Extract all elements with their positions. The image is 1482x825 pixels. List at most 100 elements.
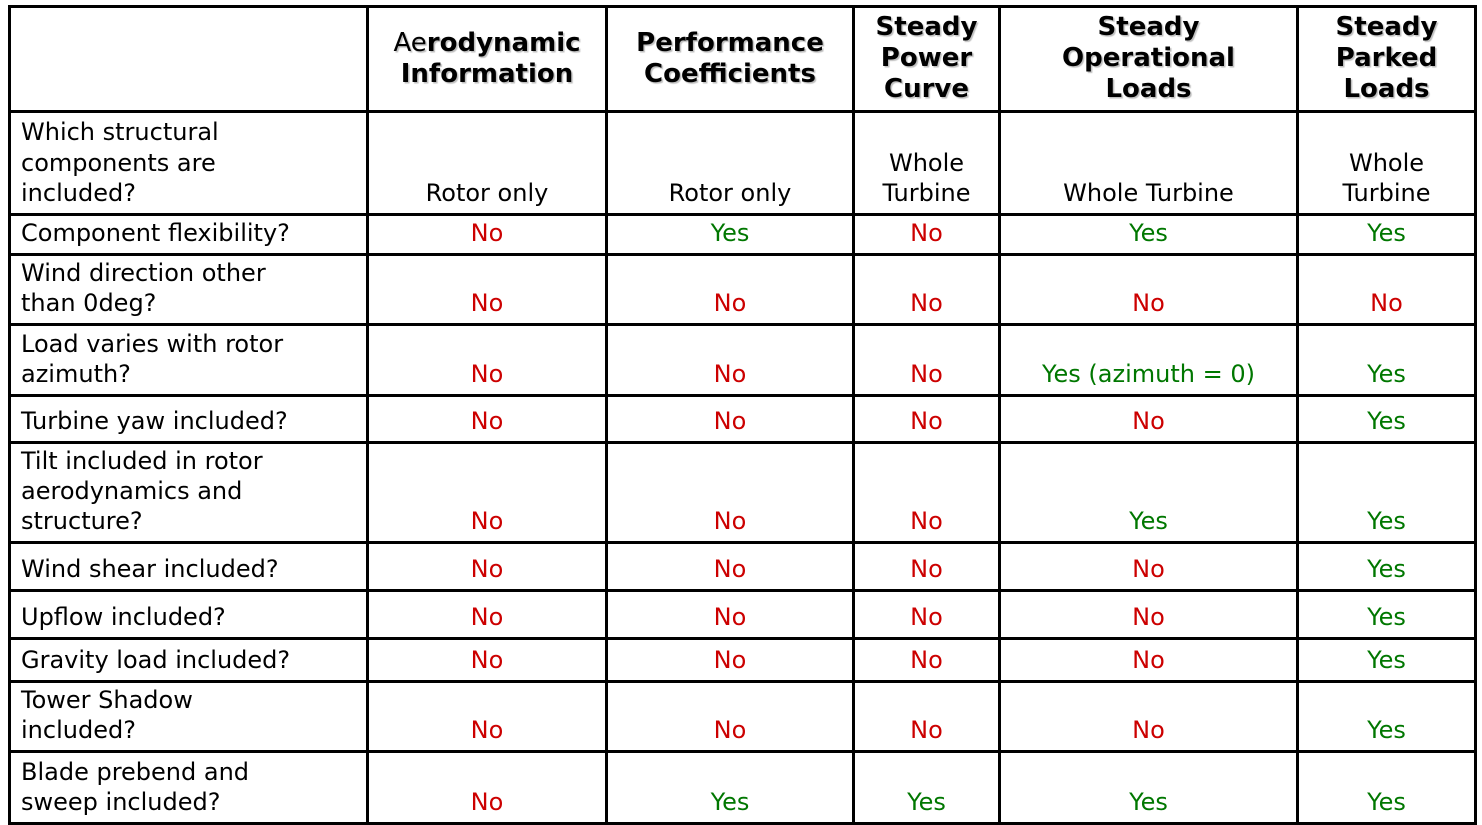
cell-value: No [713,646,747,675]
table-cell: No [605,440,855,544]
table-cell: Rotor only [605,109,855,216]
table-cell: No [852,322,1001,397]
table-cell: No [998,393,1299,444]
cell-value: No [910,555,943,584]
table-cell: No [852,679,1001,753]
table-cell: Yes [1296,440,1477,544]
table-cell: No [852,636,1001,683]
cell-value: No [1132,646,1165,675]
header-steady-power-curve: Steady Power Curve [852,5,1001,113]
cell-value: No [1132,289,1165,318]
cell-value: No [713,603,747,632]
cell-value: No [470,219,504,248]
table-row-wind-direction: Wind direction other than 0deg? No No No… [8,252,1477,326]
cell-value: No [910,219,943,248]
corner-empty-cell [8,5,369,113]
table-cell: No [852,540,1001,592]
cell-value: No [713,407,747,436]
table-cell: No [366,588,608,640]
table-row-structural-components: Which structural components are included… [8,109,1477,216]
cell-value: No [1132,407,1165,436]
cell-value: No [470,555,504,584]
table-cell: No [366,322,608,397]
table-cell: Whole Turbine [1296,109,1477,216]
row-label: Wind direction other than 0deg? [8,252,369,326]
row-label: Upflow included? [8,588,369,640]
row-label: Tilt included in rotor aerodynamics and … [8,440,369,544]
cell-value: No [713,507,747,536]
cell-value: Yes [1367,603,1406,632]
table-cell: Yes [1296,322,1477,397]
table-cell: No [366,749,608,825]
cell-value: Yes [1367,716,1406,745]
table-cell: No [852,393,1001,444]
cell-value: No [1132,555,1165,584]
table-cell: No [998,252,1299,326]
cell-value: Whole Turbine [882,148,971,208]
cell-value: No [470,646,504,675]
table-row-blade-prebend: Blade prebend and sweep included? No Yes… [8,749,1477,825]
cell-value: Rotor only [668,179,792,208]
cell-value: No [910,507,943,536]
table-cell: No [366,393,608,444]
table-cell: Yes [1296,540,1477,592]
cell-value: Yes [1129,507,1168,536]
table-cell: No [605,679,855,753]
cell-value: No [1370,289,1403,318]
cell-value: No [470,716,504,745]
table-cell: No [998,588,1299,640]
table-cell: No [852,440,1001,544]
table-cell: No [1296,252,1477,326]
table-cell: No [366,440,608,544]
cell-value: Yes [907,788,946,817]
cell-value: No [713,555,747,584]
row-label: Which structural components are included… [8,109,369,216]
table-cell: Yes [1296,679,1477,753]
row-label: Wind shear included? [8,540,369,592]
cell-value: No [910,603,943,632]
analysis-capability-comparison-table: Aerodynamic Information Performance Coef… [8,5,1477,825]
row-label: Tower Shadow included? [8,679,369,753]
header-steady-operational-loads: Steady Operational Loads [998,5,1299,113]
cell-value: No [1132,716,1165,745]
table-cell: Whole Turbine [998,109,1299,216]
row-label: Turbine yaw included? [8,393,369,444]
cell-value: No [713,289,747,318]
cell-value: No [470,788,504,817]
cell-value: No [910,646,943,675]
table-cell: No [998,679,1299,753]
table-cell: No [605,393,855,444]
cell-value: Yes [1367,219,1406,248]
table-cell: Rotor only [366,109,608,216]
row-label: Component flexibility? [8,212,369,256]
table-cell: Yes [998,212,1299,256]
cell-value: Yes [1367,407,1406,436]
cell-value: No [470,289,504,318]
table-cell: Yes (azimuth = 0) [998,322,1299,397]
cell-value: Yes [1367,646,1406,675]
cell-value: No [470,603,504,632]
table-row-tower-shadow: Tower Shadow included? No No No No Yes [8,679,1477,753]
cell-value: No [470,407,504,436]
row-label: Gravity load included? [8,636,369,683]
table-cell: No [852,212,1001,256]
table-cell: No [998,540,1299,592]
header-text-regular-part: Ae [393,27,427,58]
table-cell: No [366,540,608,592]
cell-value: No [713,360,747,389]
header-row: Aerodynamic Information Performance Coef… [8,5,1477,113]
cell-value: Yes [710,788,750,817]
cell-value: Yes [1367,507,1406,536]
table-cell: No [605,252,855,326]
cell-value: Whole Turbine [1063,179,1234,208]
table-row-component-flexibility: Component flexibility? No Yes No Yes Yes [8,212,1477,256]
cell-value: Rotor only [425,179,549,208]
cell-value: Yes [1367,555,1406,584]
table-cell: Yes [1296,749,1477,825]
table-row-upflow: Upflow included? No No No No Yes [8,588,1477,640]
table-cell: Yes [852,749,1001,825]
table-cell: Yes [998,440,1299,544]
cell-value: Whole Turbine [1342,148,1431,208]
cell-value: Yes [1129,219,1168,248]
